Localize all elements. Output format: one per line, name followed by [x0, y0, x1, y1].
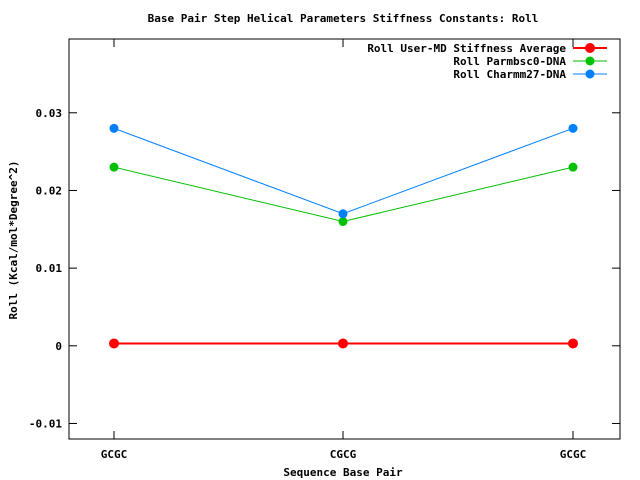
series-layer	[109, 123, 578, 349]
legend-label: Roll Charmm27-DNA	[453, 68, 566, 81]
y-tick-label: 0.03	[36, 107, 63, 120]
legend-label: Roll Parmbsc0-DNA	[453, 55, 566, 68]
data-point	[109, 123, 119, 133]
x-tick-label: CGCG	[330, 448, 357, 461]
data-point	[568, 162, 578, 172]
series-2	[109, 162, 578, 227]
y-tick-label: -0.01	[29, 417, 62, 430]
legend-item: Roll Charmm27-DNA	[453, 68, 607, 81]
data-point	[568, 123, 578, 133]
x-tick-label: GCGC	[101, 448, 128, 461]
y-tick-label: 0.02	[36, 184, 63, 197]
legend-swatch-point	[585, 43, 595, 53]
chart-title: Base Pair Step Helical Parameters Stiffn…	[148, 12, 539, 25]
x-axis-label: Sequence Base Pair	[283, 466, 403, 479]
y-tick-label: 0.01	[36, 262, 63, 275]
data-point	[109, 162, 119, 172]
data-point	[568, 338, 578, 349]
legend-item: Roll Parmbsc0-DNA	[453, 55, 607, 68]
x-axis: GCGC CGCG GCGC	[101, 39, 587, 461]
legend-label: Roll User-MD Stiffness Average	[367, 42, 566, 55]
series-1	[109, 338, 578, 349]
legend-item: Roll User-MD Stiffness Average	[367, 42, 607, 55]
y-tick-label: 0	[55, 340, 62, 353]
plot-frame	[68, 38, 621, 440]
data-point	[338, 338, 348, 349]
series-line	[113, 127, 574, 215]
legend-swatch-point	[585, 69, 595, 79]
series-3	[109, 123, 578, 219]
y-axis-label: Roll (Kcal/mol*Degree^2)	[7, 161, 20, 320]
y-axis: -0.01 0 0.01 0.02 0.03	[29, 107, 620, 430]
data-point	[338, 217, 348, 227]
x-tick-label: GCGC	[560, 448, 587, 461]
legend-swatch-point	[585, 56, 595, 66]
data-point	[338, 209, 348, 219]
data-point	[109, 338, 119, 349]
